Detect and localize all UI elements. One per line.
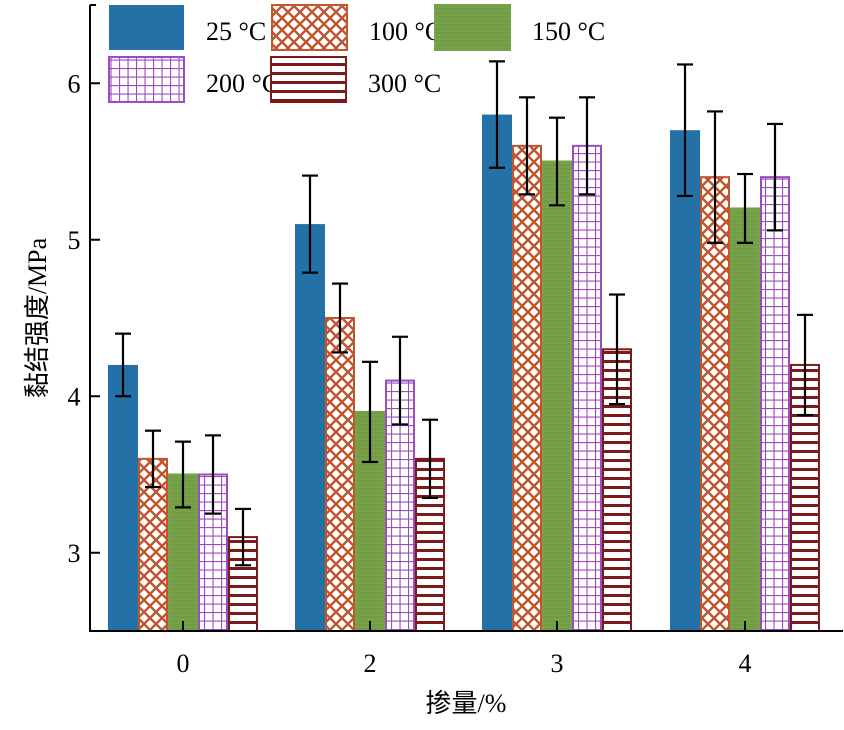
- legend-item: 150 °C: [434, 4, 605, 51]
- x-axis-title: 掺量/%: [426, 689, 507, 718]
- bars-layer: [108, 114, 820, 632]
- bar-300Cc-cat-0: [228, 536, 258, 632]
- bar-25Cc-cat-4: [670, 130, 700, 631]
- legend-item: 100 °C: [271, 4, 442, 51]
- error-bar: [519, 96, 535, 196]
- legend-label: 25 °C: [206, 17, 266, 46]
- bar-200Cc-cat-4: [760, 176, 790, 632]
- legend-label: 300 °C: [368, 69, 441, 98]
- y-ticks: 3 4 5 6: [68, 69, 100, 568]
- error-bar: [579, 96, 595, 196]
- legend-swatch: [434, 4, 511, 51]
- legend-label: 150 °C: [532, 17, 605, 46]
- bar-25Cc-cat-2: [295, 224, 325, 631]
- error-bar: [422, 418, 438, 500]
- error-bar: [392, 335, 408, 426]
- y-tick-label: 4: [68, 382, 81, 411]
- legend-item: 300 °C: [270, 56, 441, 103]
- error-bar: [737, 172, 753, 244]
- legend-swatch: [109, 5, 184, 50]
- bar-150Cc-cat-4: [730, 207, 760, 632]
- error-bar: [489, 60, 505, 169]
- error-bar: [797, 313, 813, 417]
- y-tick-label: 6: [68, 69, 81, 98]
- error-bar: [175, 440, 191, 509]
- error-bar: [235, 507, 251, 567]
- bar-100Cc-cat-3: [512, 144, 542, 632]
- bar-100Cc-cat-2: [325, 317, 355, 632]
- legend-swatch: [108, 56, 185, 103]
- error-bar: [332, 282, 348, 354]
- bar-25Cc-cat-0: [108, 364, 138, 631]
- axes: [89, 4, 843, 632]
- x-tick-label: 0: [177, 649, 190, 678]
- x-tick-label: 2: [364, 649, 377, 678]
- error-bar: [677, 63, 693, 198]
- legend-swatch: [270, 56, 347, 103]
- x-tick-label: 4: [739, 649, 752, 678]
- legend-label: 200 °C: [206, 69, 279, 98]
- error-bar: [115, 332, 131, 398]
- error-bar: [609, 293, 625, 406]
- error-bar: [707, 110, 723, 244]
- y-tick-label: 3: [68, 539, 81, 568]
- error-bar: [362, 360, 378, 464]
- bar-200Cc-cat-3: [572, 144, 602, 632]
- bar-100Cc-cat-4: [700, 176, 730, 632]
- x-tick-label: 3: [551, 649, 564, 678]
- x-ticks: 0 2 3 4: [177, 621, 752, 678]
- legend-swatch: [271, 4, 348, 51]
- bar-150Cc-cat-3: [542, 160, 572, 632]
- error-bars-layer: [115, 60, 813, 567]
- legend-item: 25 °C: [109, 5, 266, 50]
- y-tick-label: 5: [68, 226, 81, 255]
- error-bar: [549, 116, 565, 207]
- legend-label: 100 °C: [369, 17, 442, 46]
- legend-item: 200 °C: [108, 56, 279, 103]
- error-bar: [205, 434, 221, 515]
- error-bar: [302, 174, 318, 274]
- error-bar: [145, 429, 161, 489]
- y-axis-title: 黏结强度/MPa: [23, 237, 52, 398]
- error-bar: [767, 122, 783, 232]
- legend: 25 °C 100 °C 150 °C 200 °C 300 °C: [108, 4, 605, 103]
- bar-25Cc-cat-3: [482, 114, 512, 632]
